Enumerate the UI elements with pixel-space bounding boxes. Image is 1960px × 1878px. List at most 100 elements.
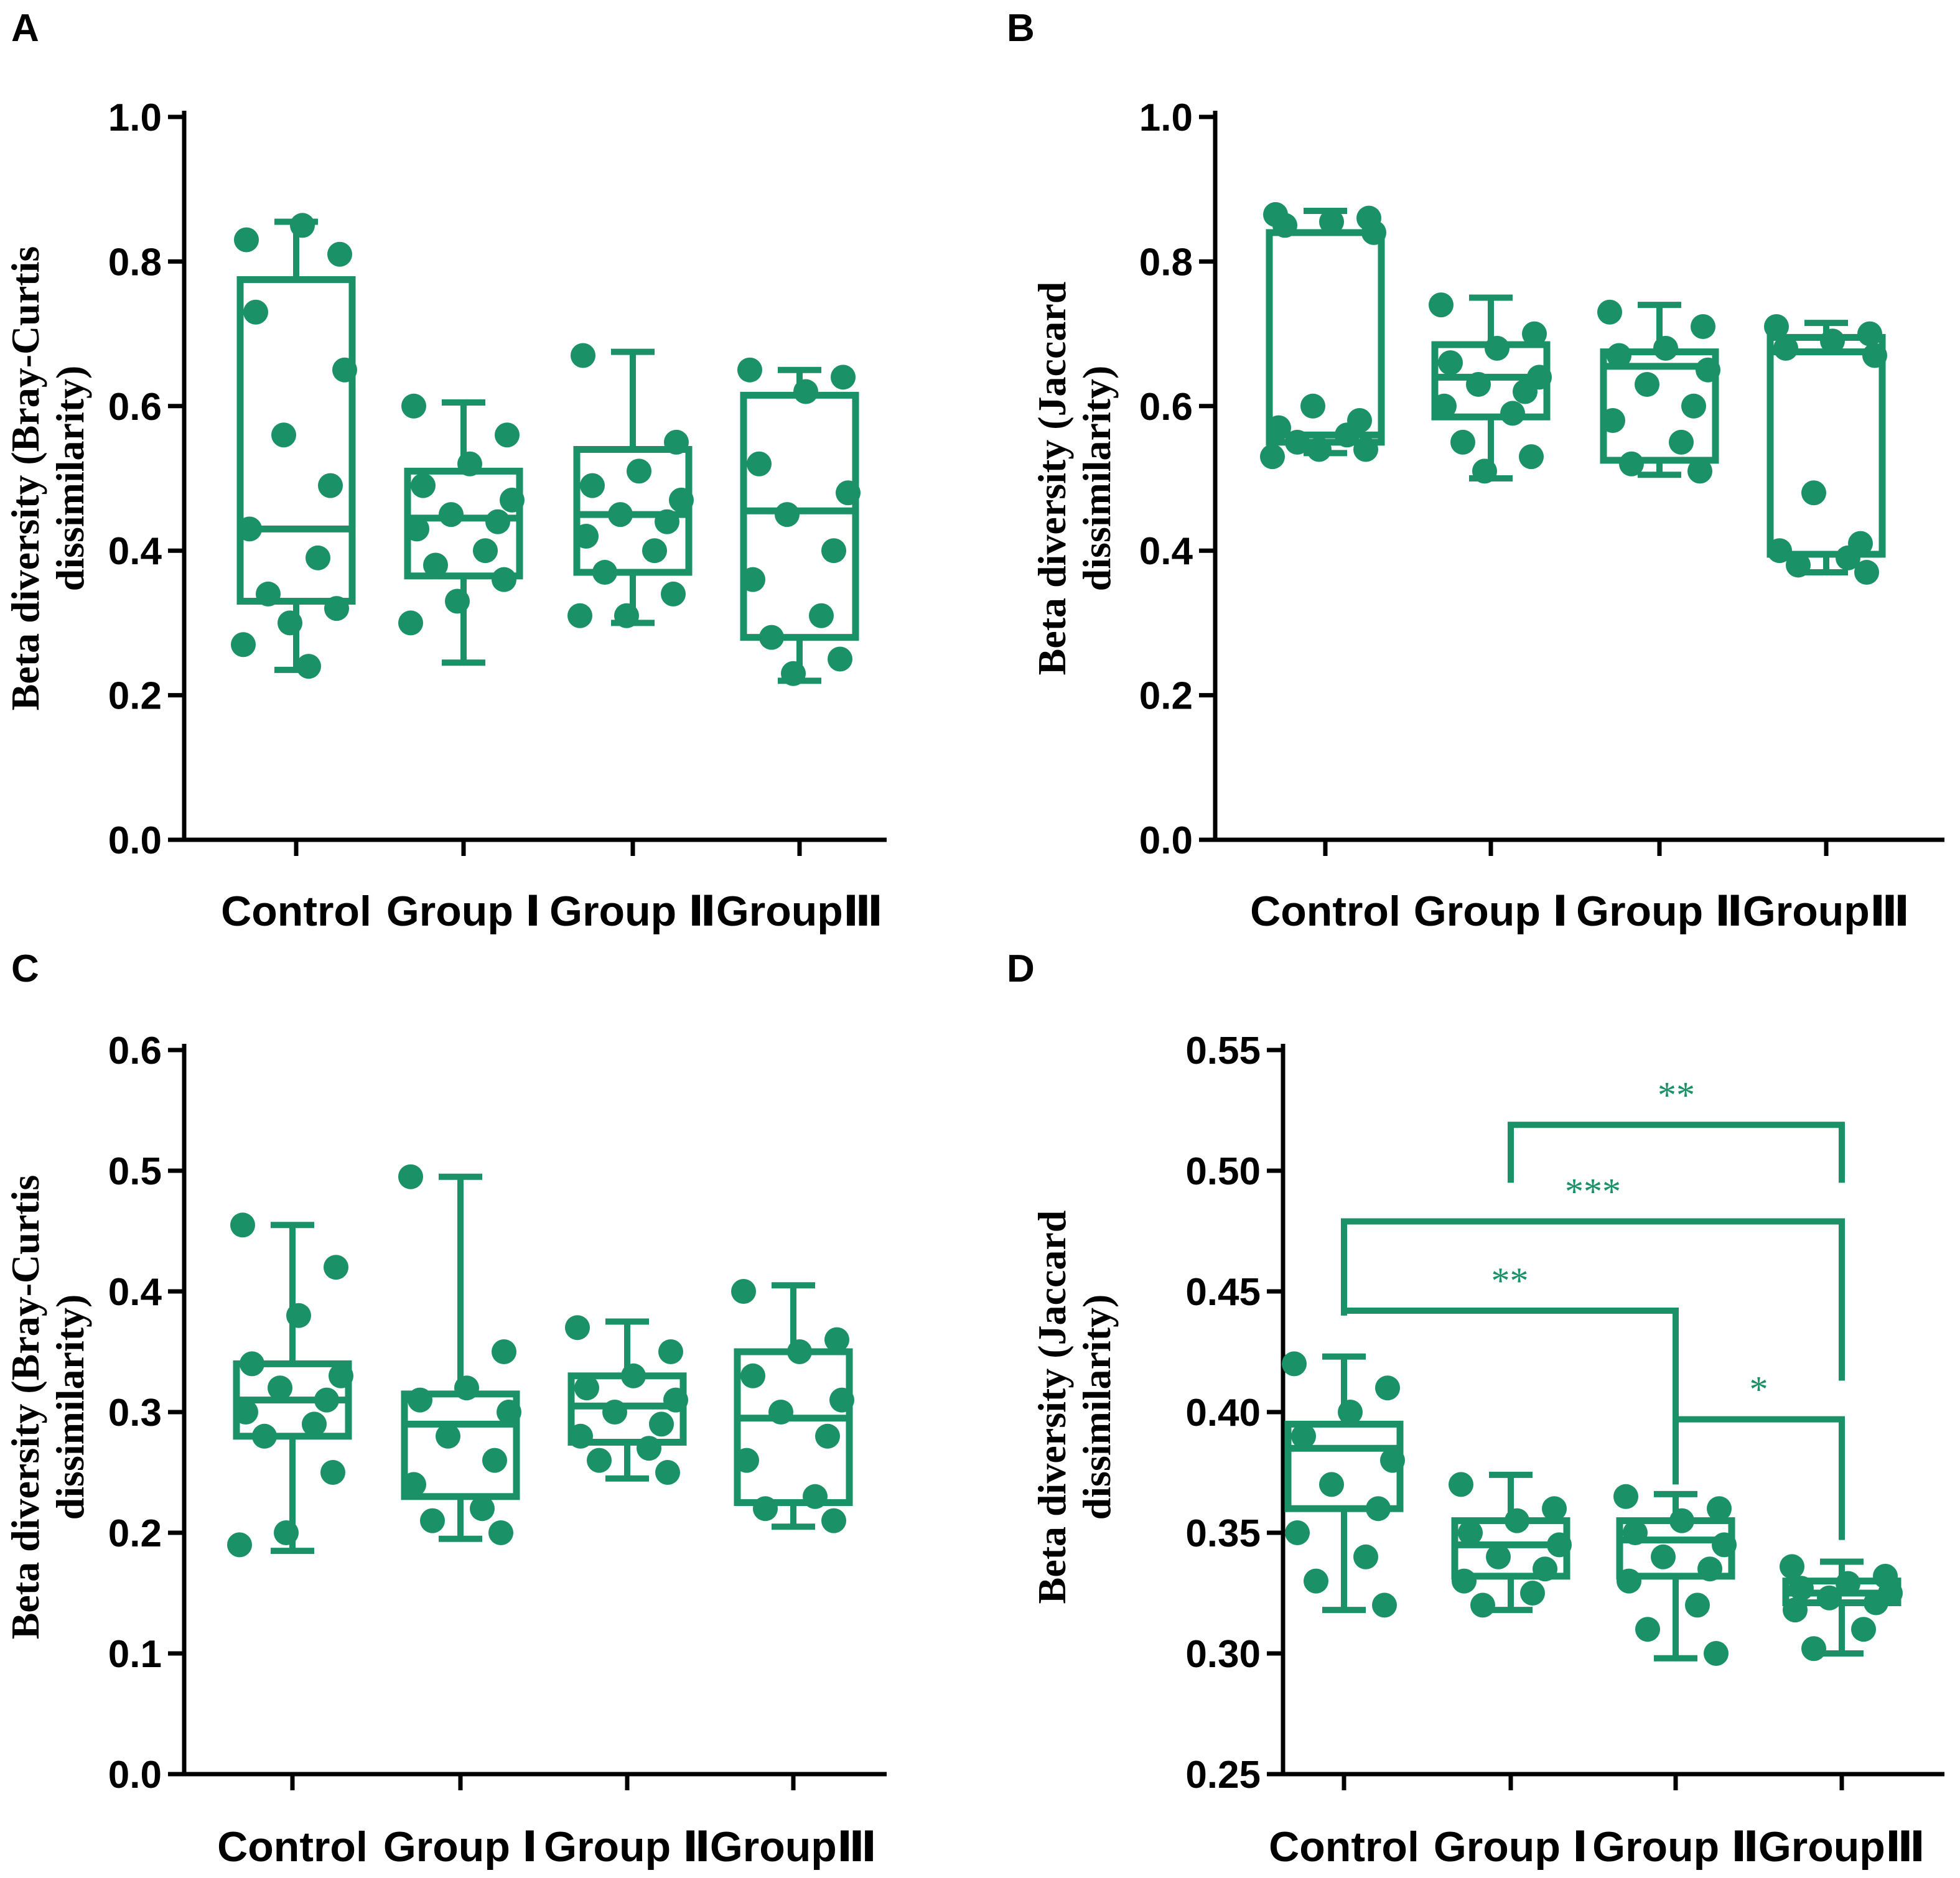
y-axis-title-line: Beta diversity (Jaccard (1030, 282, 1074, 676)
data-point (1635, 1617, 1660, 1642)
data-point (1600, 408, 1625, 434)
data-point (1353, 1544, 1378, 1569)
data-point (231, 632, 256, 658)
data-point (278, 610, 302, 636)
iqr-box (740, 391, 859, 641)
y-tick-label: 0.4 (1139, 530, 1193, 573)
y-axis-title-line: Beta diversity (Bray-Curtis (3, 1175, 47, 1640)
data-point (1338, 1400, 1363, 1425)
data-point (243, 299, 268, 325)
data-point (1291, 1423, 1316, 1449)
data-point (1619, 451, 1644, 476)
x-tick-label: Group Ⅰ (1414, 888, 1568, 935)
data-point (775, 502, 800, 528)
x-tick-label: Control (1269, 1823, 1419, 1871)
significance-label: *** (1565, 1171, 1621, 1212)
data-point (1542, 1496, 1567, 1522)
data-point (1651, 1544, 1676, 1569)
data-point (445, 588, 470, 614)
data-point (568, 1423, 593, 1449)
data-point (1361, 220, 1386, 245)
data-point (227, 1532, 252, 1558)
data-point (1773, 335, 1798, 361)
y-tick-label: 0.5 (108, 1150, 162, 1193)
y-axis-title-line: Beta diversity (Bray-Curtis (3, 246, 47, 711)
data-point (602, 1400, 627, 1425)
y-axis-title: Beta diversity (Jaccard dissimilarity) (1030, 282, 1119, 676)
data-point (324, 1255, 348, 1280)
y-tick-label: 0.4 (108, 530, 162, 573)
data-point (1485, 335, 1510, 361)
data-point (803, 1484, 828, 1509)
data-point (587, 1448, 612, 1473)
data-point (1429, 292, 1454, 318)
data-point (230, 1212, 255, 1238)
significance-label: ** (1658, 1074, 1695, 1115)
data-point (290, 213, 315, 238)
data-point (234, 227, 259, 253)
data-point (565, 1315, 590, 1341)
significance-label: ** (1491, 1260, 1529, 1301)
data-point (401, 1472, 426, 1497)
data-point (592, 560, 617, 585)
data-point (809, 603, 834, 628)
data-point (759, 625, 784, 650)
data-point (1820, 328, 1845, 354)
data-point (1450, 429, 1475, 455)
data-point (637, 1436, 661, 1461)
data-point (574, 523, 599, 549)
data-point (1704, 1641, 1729, 1666)
data-point (495, 422, 520, 448)
data-point (836, 480, 861, 506)
data-point (318, 473, 343, 498)
data-point (658, 1339, 683, 1364)
panel-letter: A (11, 7, 39, 50)
data-point (734, 1448, 759, 1473)
data-point (664, 429, 689, 455)
data-point (1438, 350, 1463, 376)
data-point (1801, 1636, 1826, 1662)
y-tick-label: 0.45 (1185, 1271, 1261, 1314)
data-point (1520, 1581, 1545, 1606)
data-point (829, 1387, 854, 1413)
y-tick-label: 0.6 (108, 1030, 162, 1072)
data-point (649, 1411, 674, 1437)
x-tick-label: Group Ⅰ (386, 888, 541, 935)
data-point (821, 1508, 846, 1533)
panel-letter: B (1007, 7, 1035, 50)
data-point (740, 1363, 765, 1388)
data-point (642, 538, 667, 564)
data-point (627, 458, 651, 484)
x-tick-label: Control (221, 888, 371, 935)
y-tick-label: 0.55 (1185, 1030, 1261, 1072)
data-point (329, 1363, 353, 1388)
data-point (828, 646, 852, 672)
panel-b: B 0.0 0.2 0.4 0.6 0.8 1.0 Beta diversity (Jacca… (1007, 7, 1944, 935)
y-tick-label: 0.2 (108, 675, 162, 718)
data-point (423, 552, 448, 578)
y-tick-label: 0.6 (108, 386, 162, 429)
data-point (286, 1303, 311, 1328)
data-point (492, 1339, 516, 1364)
data-point (256, 581, 281, 607)
data-point (608, 502, 633, 528)
panel-letter: C (11, 947, 39, 990)
y-tick-label: 0.25 (1185, 1754, 1261, 1797)
data-point (831, 365, 856, 390)
data-point (1687, 458, 1712, 484)
data-point (320, 1460, 345, 1485)
data-point (1300, 393, 1325, 419)
data-point (401, 393, 426, 419)
data-point (768, 1400, 793, 1425)
significance-bracket: *** (1341, 1171, 1845, 1381)
data-point (1458, 1520, 1483, 1545)
data-point (614, 603, 639, 628)
data-point (332, 357, 357, 383)
significance-bracket: ** (1341, 1260, 1679, 1425)
data-point (439, 502, 464, 528)
x-tick-label: GroupⅢ (1758, 1823, 1925, 1871)
data-point (237, 516, 262, 542)
panel-c: C 0.0 0.1 0.2 0.3 0.4 0.5 0.6 Beta diversity (Br… (3, 947, 887, 1871)
x-tick-label: Group Ⅱ (544, 1823, 711, 1871)
x-tick-label: Group Ⅱ (1592, 1823, 1759, 1871)
